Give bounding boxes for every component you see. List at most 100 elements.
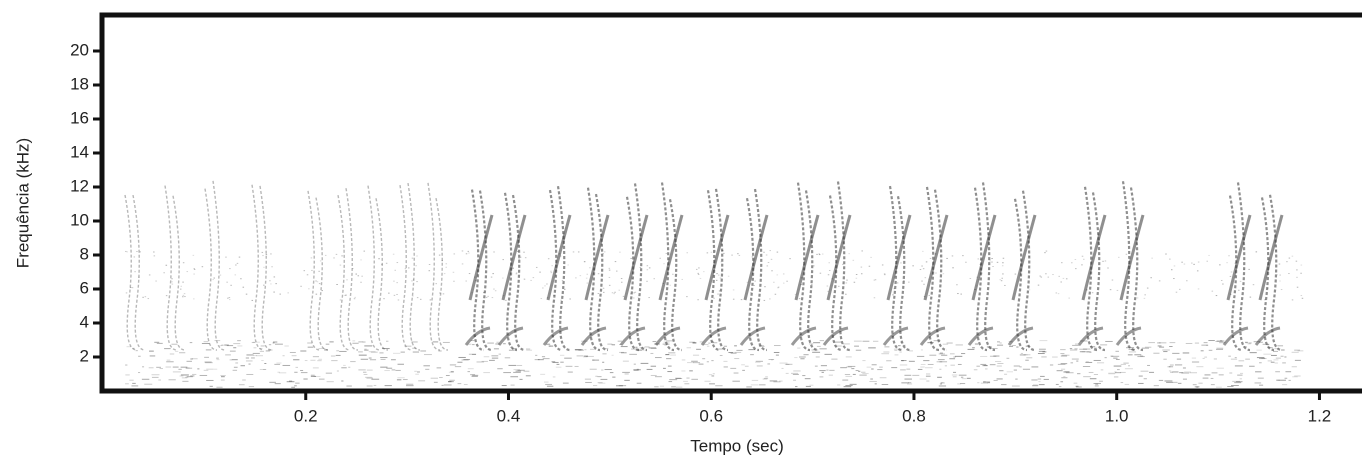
noise — [1113, 376, 1119, 378]
noise — [251, 299, 254, 301]
noise — [1060, 349, 1066, 351]
noise — [339, 350, 347, 352]
noise — [855, 273, 858, 275]
noise — [1201, 344, 1209, 346]
noise — [346, 385, 352, 387]
noise — [922, 268, 925, 270]
noise — [234, 274, 237, 276]
noise — [1023, 354, 1028, 356]
noise — [622, 371, 630, 373]
noise — [246, 373, 254, 375]
noise — [491, 357, 499, 359]
noise — [734, 345, 737, 347]
noise — [423, 354, 432, 356]
noise — [310, 375, 317, 377]
noise — [523, 278, 526, 280]
noise — [897, 345, 901, 347]
noise — [1128, 351, 1137, 353]
noise — [798, 356, 806, 358]
noise — [738, 254, 741, 256]
spectrogram-trace — [511, 194, 526, 352]
spectrogram-trace — [919, 326, 946, 346]
noise — [698, 363, 704, 365]
spectrogram-trace — [743, 214, 769, 301]
noise — [861, 250, 863, 252]
noise — [525, 375, 531, 377]
spectrogram-trace — [714, 188, 729, 352]
spectrogram-trace — [556, 186, 571, 352]
noise — [1085, 360, 1089, 362]
noise — [515, 272, 518, 274]
noise — [259, 348, 263, 350]
noise — [1061, 377, 1068, 379]
noise — [698, 267, 700, 269]
noise — [1284, 356, 1287, 358]
noise — [542, 358, 550, 360]
noise — [147, 298, 150, 300]
spectrogram-trace — [375, 198, 389, 351]
noise — [699, 277, 702, 279]
noise — [406, 385, 414, 387]
noise — [172, 366, 179, 368]
noise — [681, 359, 686, 361]
noise — [339, 299, 342, 301]
noise — [973, 369, 978, 371]
noise — [265, 254, 268, 256]
noise — [703, 344, 709, 346]
noise — [1191, 361, 1200, 363]
noise — [754, 280, 756, 282]
noise — [862, 360, 866, 362]
noise — [354, 296, 356, 298]
noise — [654, 376, 662, 378]
noise — [1071, 358, 1079, 360]
noise — [1039, 340, 1048, 342]
noise — [1100, 369, 1104, 371]
noise — [242, 286, 245, 288]
noise — [1255, 371, 1262, 373]
noise — [1259, 384, 1264, 386]
noise — [708, 374, 713, 376]
noise — [502, 277, 504, 279]
noise — [664, 344, 667, 346]
noise — [1184, 371, 1191, 373]
noise — [125, 250, 127, 252]
noise — [1198, 382, 1203, 384]
spectrogram-trace — [251, 184, 265, 351]
noise — [415, 373, 419, 375]
noise — [330, 355, 336, 357]
noise — [717, 293, 719, 295]
noise — [845, 293, 847, 295]
noise — [1267, 360, 1272, 362]
noise — [186, 376, 193, 378]
noise — [784, 363, 790, 365]
noise — [457, 383, 462, 385]
noise — [927, 363, 934, 365]
noise — [1076, 360, 1079, 362]
noise — [640, 362, 649, 364]
noise — [860, 266, 863, 268]
noise — [1105, 340, 1113, 342]
noise — [1141, 347, 1149, 349]
noise — [711, 375, 715, 377]
noise — [703, 271, 705, 273]
noise — [1222, 283, 1224, 285]
noise — [939, 352, 943, 354]
noise — [773, 381, 781, 383]
noise — [881, 264, 884, 266]
noise — [1234, 365, 1243, 367]
noise — [182, 294, 185, 296]
noise — [273, 291, 275, 293]
noise — [609, 372, 614, 374]
noise — [845, 375, 853, 377]
noise — [574, 365, 579, 367]
noise — [933, 340, 941, 342]
noise — [646, 265, 649, 267]
noise — [603, 291, 605, 293]
noise — [231, 359, 238, 361]
noise — [232, 369, 238, 371]
noise — [142, 296, 144, 298]
noise — [205, 349, 212, 351]
noise — [212, 279, 214, 281]
noise — [899, 351, 902, 353]
noise — [428, 263, 431, 265]
